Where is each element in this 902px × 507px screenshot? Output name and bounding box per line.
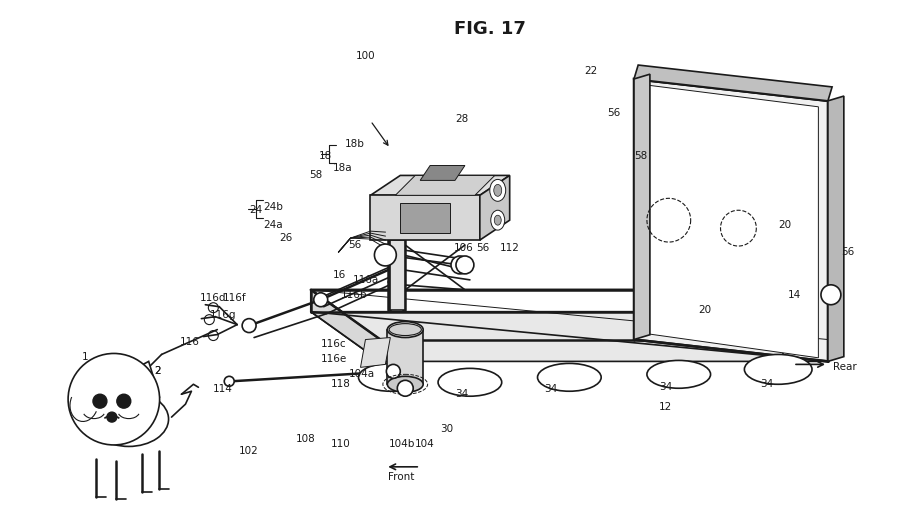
Ellipse shape: [358, 364, 422, 391]
Polygon shape: [828, 96, 844, 361]
Text: FIG. 17: FIG. 17: [454, 20, 526, 38]
Polygon shape: [311, 290, 828, 340]
Polygon shape: [311, 290, 381, 361]
Polygon shape: [69, 379, 99, 419]
Text: 30: 30: [440, 424, 453, 434]
Text: 24b: 24b: [263, 202, 283, 212]
Circle shape: [242, 318, 256, 333]
Polygon shape: [634, 79, 828, 361]
Text: 24: 24: [249, 205, 262, 215]
Ellipse shape: [387, 321, 423, 338]
Text: 34: 34: [760, 379, 774, 389]
Polygon shape: [391, 240, 405, 310]
Text: 1: 1: [82, 352, 88, 363]
Circle shape: [386, 365, 400, 378]
Text: 104: 104: [415, 439, 435, 449]
Text: 14: 14: [788, 290, 801, 300]
Text: 22: 22: [584, 66, 597, 76]
Text: 58: 58: [308, 170, 322, 180]
Polygon shape: [129, 361, 156, 404]
Polygon shape: [646, 85, 818, 358]
Circle shape: [456, 256, 474, 274]
Text: 116b: 116b: [341, 290, 367, 300]
Ellipse shape: [494, 215, 502, 225]
Ellipse shape: [438, 369, 502, 396]
Ellipse shape: [538, 364, 601, 391]
Text: 16: 16: [333, 270, 345, 280]
Text: Rear: Rear: [833, 363, 857, 372]
Text: 114: 114: [213, 384, 234, 394]
Text: 116g: 116g: [209, 310, 235, 319]
Text: 116f: 116f: [224, 293, 247, 303]
Text: 104a: 104a: [348, 369, 374, 379]
Ellipse shape: [491, 210, 505, 230]
Text: 26: 26: [279, 233, 292, 243]
Text: 24a: 24a: [263, 220, 282, 230]
Circle shape: [821, 285, 841, 305]
Text: Front: Front: [389, 472, 415, 482]
Text: 110: 110: [331, 439, 350, 449]
Polygon shape: [395, 175, 495, 195]
Ellipse shape: [89, 392, 169, 447]
Text: 118: 118: [331, 379, 351, 389]
Circle shape: [69, 353, 160, 445]
Ellipse shape: [387, 376, 423, 392]
Circle shape: [225, 376, 235, 386]
Circle shape: [107, 412, 117, 422]
Text: 18: 18: [318, 151, 332, 161]
Text: 2: 2: [154, 367, 161, 376]
Text: 20: 20: [699, 305, 712, 315]
Polygon shape: [480, 175, 510, 240]
Text: 18a: 18a: [333, 163, 353, 173]
Text: 116c: 116c: [321, 340, 346, 349]
Circle shape: [93, 394, 107, 408]
Text: 56: 56: [607, 108, 621, 118]
Text: 104b: 104b: [389, 439, 415, 449]
Polygon shape: [634, 65, 833, 101]
Polygon shape: [361, 338, 391, 368]
Circle shape: [117, 394, 131, 408]
Text: 116e: 116e: [321, 354, 347, 365]
Polygon shape: [387, 330, 423, 384]
Text: 106: 106: [454, 243, 474, 253]
Text: 56: 56: [476, 243, 489, 253]
Circle shape: [374, 244, 396, 266]
Text: 12: 12: [658, 402, 672, 412]
Text: 116: 116: [179, 337, 199, 346]
Text: 100: 100: [355, 51, 375, 61]
Text: 116a: 116a: [353, 275, 379, 285]
Text: 2: 2: [154, 367, 161, 376]
Ellipse shape: [744, 354, 812, 384]
Text: 116d: 116d: [199, 293, 226, 303]
Text: 108: 108: [296, 434, 316, 444]
Polygon shape: [634, 74, 650, 340]
Text: 28: 28: [455, 114, 468, 124]
Circle shape: [451, 256, 469, 274]
Text: 102: 102: [239, 446, 259, 456]
Text: 18b: 18b: [345, 138, 364, 149]
Text: 58: 58: [634, 151, 648, 161]
Ellipse shape: [493, 185, 502, 196]
Ellipse shape: [490, 179, 506, 201]
Text: 20: 20: [778, 220, 791, 230]
Text: 56: 56: [348, 240, 362, 250]
Polygon shape: [400, 203, 450, 233]
Text: 34: 34: [455, 389, 468, 399]
Text: 34: 34: [545, 384, 557, 394]
Polygon shape: [371, 195, 480, 240]
Polygon shape: [371, 175, 510, 195]
Polygon shape: [759, 290, 828, 361]
Text: 34: 34: [658, 382, 672, 392]
Text: 112: 112: [500, 243, 520, 253]
Ellipse shape: [647, 360, 711, 388]
Circle shape: [397, 380, 413, 396]
Polygon shape: [311, 312, 828, 361]
Ellipse shape: [389, 323, 421, 336]
Polygon shape: [420, 165, 465, 180]
Circle shape: [314, 293, 327, 307]
Text: 56: 56: [841, 247, 854, 257]
